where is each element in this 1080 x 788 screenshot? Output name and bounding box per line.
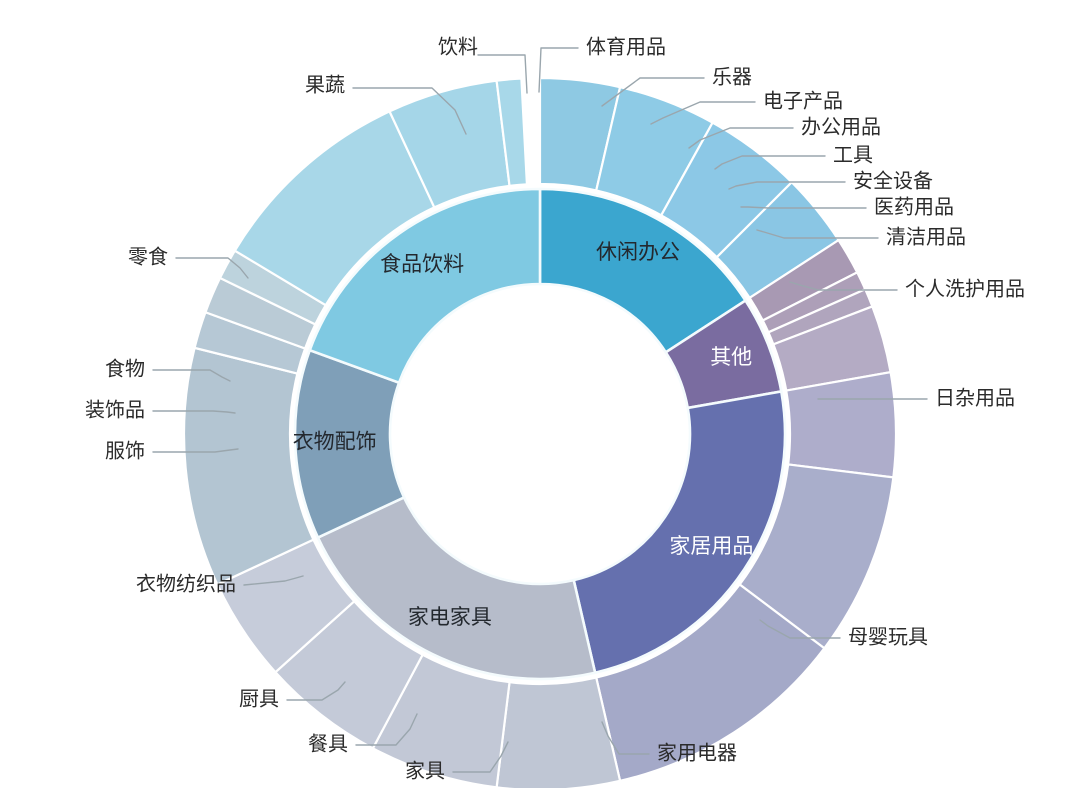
leader-line xyxy=(352,87,467,135)
outer-segment[interactable] xyxy=(495,77,529,188)
outer-segment-label: 果蔬 xyxy=(305,73,345,96)
outer-segment-label: 电子产品 xyxy=(763,89,843,112)
outer-segment-label: 衣物纺织品 xyxy=(136,572,236,595)
outer-segment-label: 厨具 xyxy=(239,688,279,710)
outer-segment-label: 饮料 xyxy=(438,35,478,58)
outer-segment-label: 个人洗护用品 xyxy=(905,277,1025,300)
leader-line xyxy=(152,410,236,414)
leader-line xyxy=(286,681,346,701)
inner-segment[interactable] xyxy=(308,187,542,385)
outer-segment-label: 安全设备 xyxy=(853,169,933,192)
leader-line xyxy=(175,257,249,279)
outer-ring-group xyxy=(182,76,898,788)
outer-segment-label: 体育用品 xyxy=(586,35,666,58)
leader-line xyxy=(688,127,794,149)
inner-segment[interactable] xyxy=(572,389,787,675)
inner-segment[interactable] xyxy=(316,495,597,681)
outer-segment-label: 清洁用品 xyxy=(886,225,966,248)
leader-line xyxy=(789,281,898,291)
outer-segment[interactable] xyxy=(182,346,315,586)
leader-line xyxy=(759,619,841,639)
leader-line xyxy=(452,741,509,773)
outer-segment[interactable] xyxy=(784,370,898,479)
leader-line xyxy=(243,575,304,586)
outer-segment-label: 办公用品 xyxy=(801,115,881,138)
leader-line xyxy=(477,54,528,94)
outer-segment-label: 乐器 xyxy=(712,65,752,88)
outer-segment-label: 家具 xyxy=(405,759,445,782)
leader-line xyxy=(152,448,239,453)
leader-line xyxy=(601,721,650,755)
outer-segment-label: 日杂用品 xyxy=(935,386,1015,409)
leader-line xyxy=(756,229,879,239)
leader-line xyxy=(714,155,826,170)
leader-line xyxy=(152,369,231,382)
leader-line xyxy=(728,181,846,190)
outer-segment-label: 装饰品 xyxy=(85,398,145,421)
leader-lines-group xyxy=(152,47,928,773)
leader-line xyxy=(601,77,705,107)
outer-segment-label: 工具 xyxy=(833,144,873,166)
leader-line xyxy=(355,713,418,746)
leader-line xyxy=(538,47,579,93)
outer-segment-label: 家用电器 xyxy=(657,741,737,764)
inner-ring-group xyxy=(293,187,787,681)
leader-line xyxy=(740,206,867,209)
outer-segment-label: 零食 xyxy=(128,245,168,268)
leader-line xyxy=(650,101,756,125)
outer-segment-label: 母婴玩具 xyxy=(848,626,928,648)
outer-segment-label: 食物 xyxy=(105,357,145,380)
outer-segment-label: 医药用品 xyxy=(874,195,954,218)
outer-segment-label: 餐具 xyxy=(308,732,348,755)
outer-segment-label: 服饰 xyxy=(105,439,145,462)
outer-labels-group: 体育用品乐器电子产品办公用品工具安全设备医药用品清洁用品个人洗护用品日杂用品母婴… xyxy=(85,35,1025,782)
